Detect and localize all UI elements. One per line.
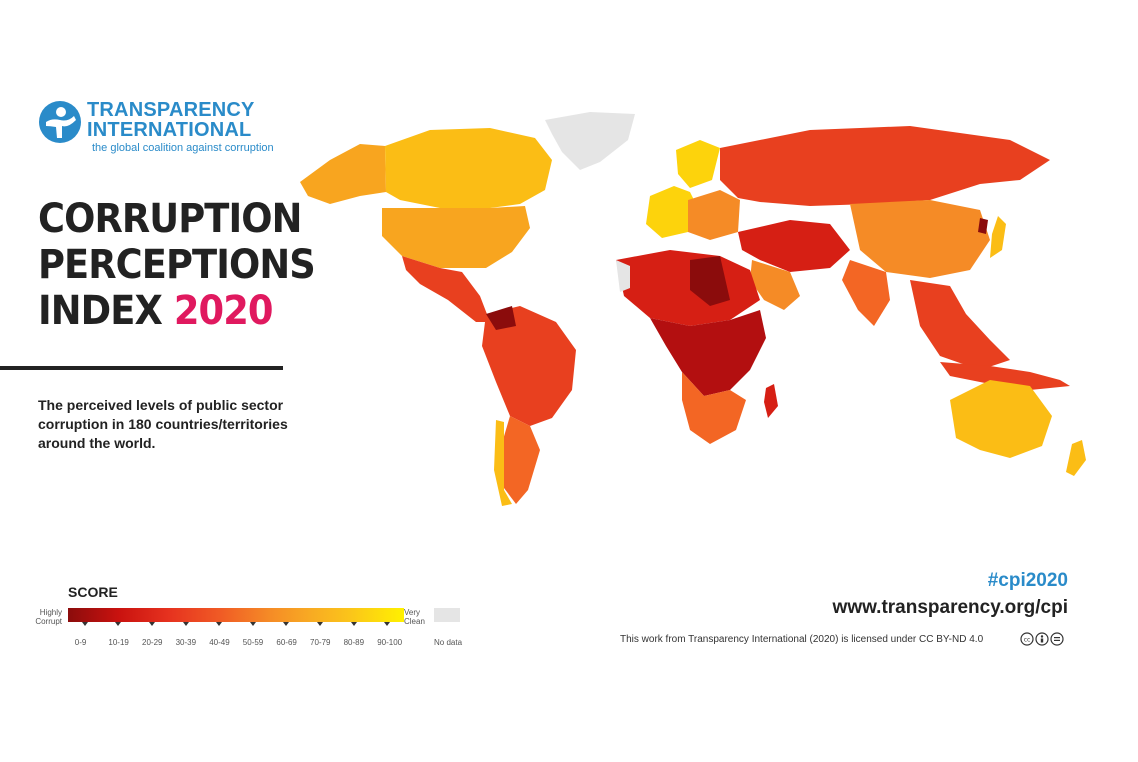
title-year: 2020: [173, 288, 274, 334]
region-usa: [382, 206, 530, 268]
legend-tick: [115, 622, 122, 626]
description: The perceived levels of public sector co…: [38, 397, 288, 451]
score-legend: SCORE Highly Corrupt Very Clean No data …: [35, 584, 476, 654]
title-line-3: INDEX 2020: [38, 288, 277, 334]
region-new-zealand: [1066, 440, 1086, 476]
license-text: This work from Transparency Internationa…: [620, 634, 984, 645]
legend-range-label: 90-100: [377, 638, 403, 647]
region-southern-africa: [682, 372, 746, 444]
region-india: [842, 260, 890, 326]
region-indonesia: [940, 362, 1070, 390]
title-line-2: PERCEPTIONS: [38, 242, 316, 288]
region-middle-east: [738, 220, 850, 272]
legend-tick: [149, 622, 155, 626]
legend-tick: [182, 622, 189, 626]
legend-tick: [216, 622, 223, 626]
transparency-international-logo: TRANSPARENCY INTERNATIONAL the global co…: [38, 98, 288, 158]
region-southern-cone: [500, 416, 540, 504]
region-central-africa: [650, 310, 766, 396]
region-greenland: [545, 112, 635, 170]
logo-name-line1: TRANSPARENCY: [87, 99, 255, 121]
world-choropleth-map: [300, 112, 1086, 506]
legend-low-label: Highly Corrupt: [35, 608, 62, 626]
legend-range-label: 40-49: [209, 638, 230, 647]
legend-nodata-swatch: [434, 608, 460, 622]
hashtag: #cpi2020: [987, 570, 1068, 591]
legend-range-label: 20-29: [142, 638, 163, 647]
region-scandinavia: [676, 140, 720, 188]
region-libya-sudan: [690, 256, 730, 306]
region-japan: [990, 216, 1006, 258]
legend-tick: [384, 622, 391, 626]
region-canada: [385, 128, 552, 208]
legend-range-label: 80-89: [343, 638, 365, 647]
region-sahara-west: [616, 260, 630, 292]
title-index: INDEX: [38, 288, 163, 334]
legend-tick: [283, 622, 290, 626]
svg-text:cc: cc: [1024, 637, 1031, 644]
region-mexico: [402, 256, 490, 322]
legend-nodata-label: No data: [434, 638, 463, 647]
legend-tick: [81, 622, 88, 626]
region-southeast-asia: [910, 280, 1010, 370]
cpi-url[interactable]: www.transparency.org/cpi: [832, 597, 1068, 618]
legend-range-label: 60-69: [276, 638, 297, 647]
title-divider: [0, 366, 283, 370]
legend-range-label: 30-39: [175, 638, 197, 647]
legend-tick: [317, 622, 323, 626]
legend-range-label: 50-59: [242, 638, 264, 647]
legend-range-label: 10-19: [108, 638, 129, 647]
region-chile: [494, 420, 512, 506]
region-europe-west: [646, 186, 700, 238]
region-north-africa: [616, 250, 760, 326]
region-venezuela: [486, 306, 516, 330]
region-europe-east: [688, 190, 740, 240]
region-north-korea: [978, 218, 988, 234]
region-madagascar: [764, 384, 778, 418]
legend-title: SCORE: [68, 584, 118, 600]
region-arabia: [750, 260, 800, 310]
title-line-1: CORRUPTION: [38, 196, 302, 242]
legend-color-scale: [68, 608, 404, 622]
region-alaska: [300, 144, 386, 204]
legend-range-label: 0-9: [74, 638, 87, 647]
legend-high-label: Very Clean: [404, 608, 425, 626]
region-south-america-north: [482, 306, 576, 426]
legend-tick: [350, 622, 357, 626]
logo-name-line2: INTERNATIONAL: [87, 119, 252, 141]
region-australia: [950, 380, 1052, 458]
legend-tick: [249, 622, 256, 626]
logo-tagline: the global coalition against corruption: [92, 142, 274, 154]
region-russia: [720, 126, 1050, 206]
region-china: [850, 200, 990, 278]
cc-by-nd-icon: cc: [1020, 632, 1064, 646]
page-title: CORRUPTION PERCEPTIONS INDEX 2020: [38, 196, 316, 334]
legend-range-label: 70-79: [310, 638, 331, 647]
ti-figure-icon: [39, 101, 81, 143]
